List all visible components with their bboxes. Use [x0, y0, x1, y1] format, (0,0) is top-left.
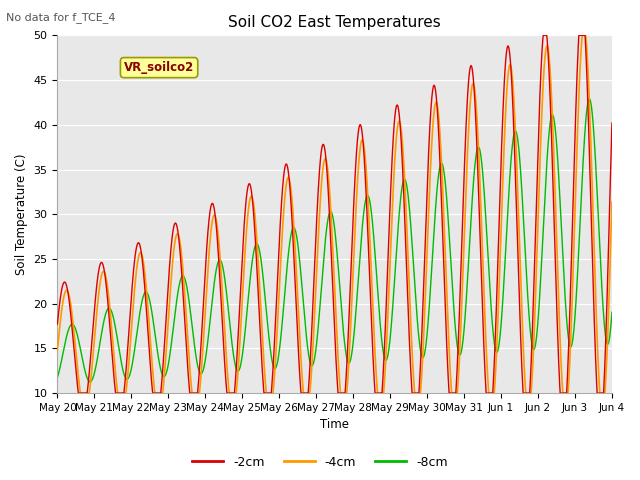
Y-axis label: Soil Temperature (C): Soil Temperature (C): [15, 154, 28, 275]
Legend: -2cm, -4cm, -8cm: -2cm, -4cm, -8cm: [187, 451, 453, 474]
X-axis label: Time: Time: [320, 419, 349, 432]
Text: VR_soilco2: VR_soilco2: [124, 61, 194, 74]
Text: No data for f_TCE_4: No data for f_TCE_4: [6, 12, 116, 23]
Title: Soil CO2 East Temperatures: Soil CO2 East Temperatures: [228, 15, 441, 30]
